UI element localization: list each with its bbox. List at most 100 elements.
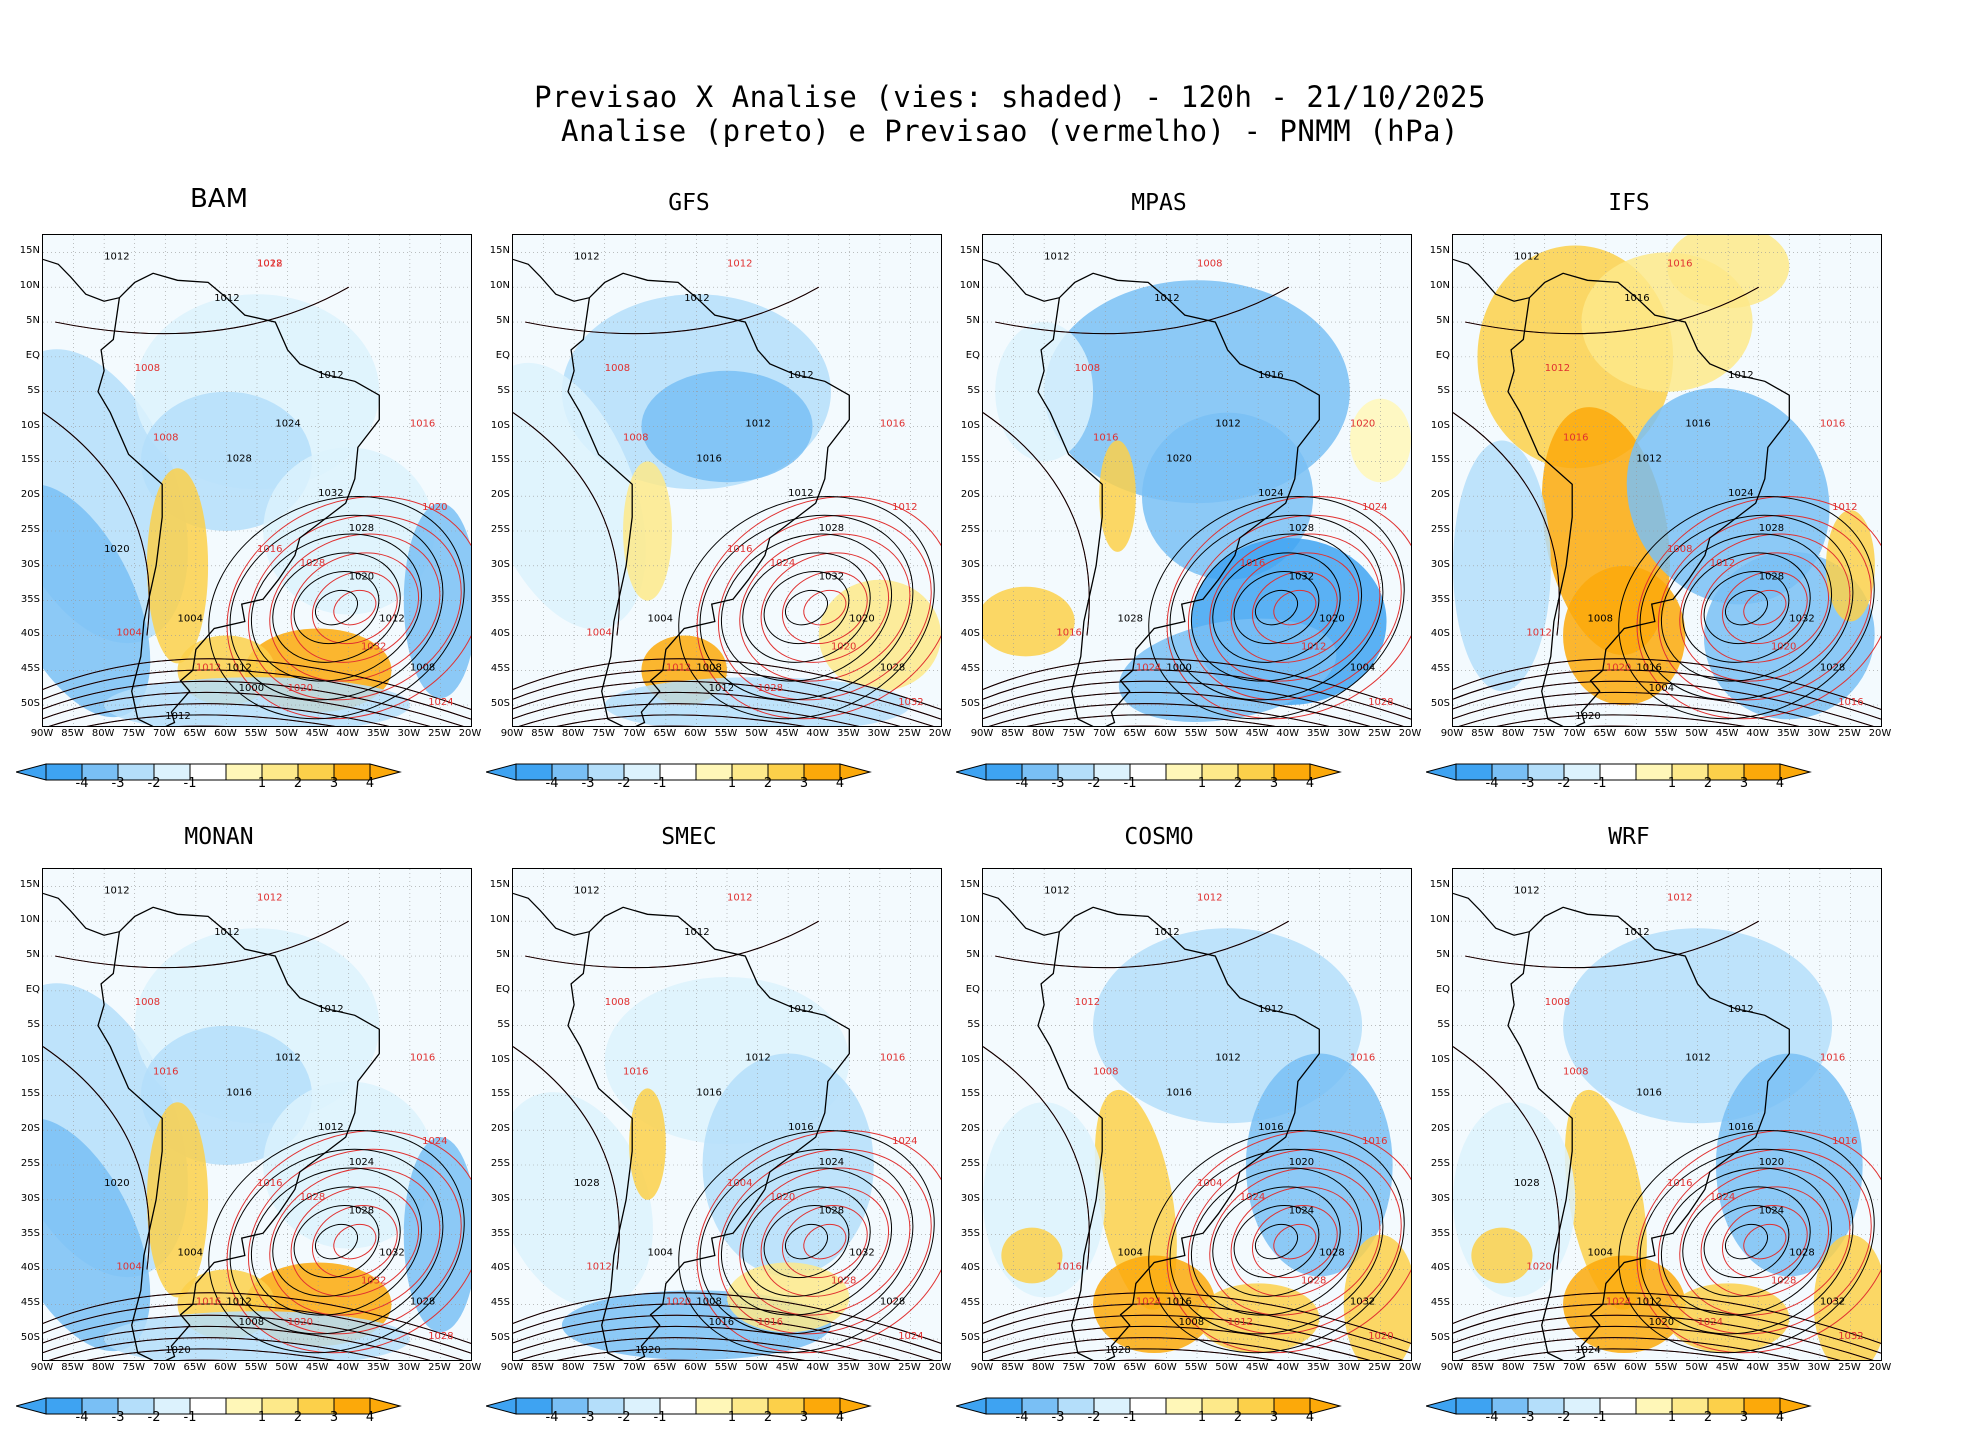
panel-title: GFS [668,190,710,216]
analysis-isobar-label: 1016 [1685,419,1710,430]
forecast-isobar-label: 1020 [1526,1261,1551,1272]
lon-label: 65W [653,1362,677,1373]
colorbar-tick-label: -3 [111,776,125,791]
analysis-isobar-label: 1028 [1289,523,1314,534]
forecast-isobar-label: 1012 [1667,892,1692,903]
forecast-isobar-label: 1016 [257,1178,282,1189]
analysis-isobar-label: 1012 [1728,1004,1753,1015]
coastline [567,906,850,1360]
forecast-isobar-label: 1008 [135,363,160,374]
map-frame: 1012 1016 1012 1016 1012 1024 1028 1028 1032 1028… [1452,234,1882,727]
colorbar-tick-label: 3 [1269,776,1279,791]
lon-label: 20W [1868,728,1892,739]
lon-label: 70W [1562,728,1586,739]
analysis-isobar-label: 1024 [819,1157,844,1168]
lon-label: 35W [836,728,860,739]
lon-label: 55W [1184,728,1208,739]
bias-shading [702,1053,874,1277]
lon-label: 45W [1715,1362,1739,1373]
colorbar-tick-label: 1 [1197,1410,1207,1425]
forecast-isobar-label: 1028 [1771,1275,1796,1286]
lon-label: 90W [1440,1362,1464,1373]
colorbar-tick-label: -4 [1485,776,1499,791]
lat-label: 5N [496,315,510,327]
analysis-isobar-label: 1020 [1289,1157,1314,1168]
coastline [1507,906,1790,1360]
lon-label: 60W [684,728,707,739]
analysis-isobar-label: 1024 [275,419,300,430]
lat-label: 45S [960,663,980,675]
lon-label: 20W [458,1362,482,1373]
lon-label: 30W [397,728,421,739]
lat-label: 15N [959,245,980,257]
lon-label: 40W [1276,728,1300,739]
colorbar-tick-label: -4 [545,776,559,791]
analysis-isobar-label: 1028 [819,1206,844,1217]
lat-label: 50S [960,698,980,710]
lat-label: 15S [1430,454,1450,466]
analysis-isobar-label: 1012 [104,885,129,896]
lon-label: 45W [775,1362,799,1373]
colorbar-tick-label: -1 [653,776,667,791]
colorbar-tick-label: -1 [183,1410,197,1425]
analysis-isobar-label: 1012 [1636,453,1661,464]
forecast-isobar-label: 1016 [1093,432,1118,443]
analysis-isobar-label: 1032 [379,1248,404,1259]
forecast-isobar-label: 1004 [116,1261,141,1272]
lat-label: 40S [960,628,980,640]
colorbar-tick-label: -3 [111,1410,125,1425]
lon-label: 45W [1715,728,1739,739]
forecast-isobar-label: 1028 [1368,697,1393,708]
lat-label: 25S [1430,523,1450,535]
colorbar-tick-label: 3 [799,776,809,791]
panel-title: MONAN [184,824,254,850]
forecast-isobar-label: 1028 [300,558,325,569]
forecast-isobar-label: 1008 [153,432,178,443]
lat-label: 50S [490,1332,510,1344]
lon-label: 85W [1471,728,1494,739]
lon-label: 40W [1746,1362,1770,1373]
lon-label: 60W [1154,728,1177,739]
lon-label: 80W [561,728,585,739]
lat-label: 5N [26,949,40,961]
map-canvas: 1012 1012 1012 1012 1016 1016 1020 1024 1028 1032… [983,869,1411,1360]
map-frame: 1012 1012 1012 1012 1016 1016 1020 1024 1028 1032… [982,868,1412,1361]
lat-label: 50S [20,1332,40,1344]
analysis-isobar-label: 1012 [226,1296,251,1307]
bias-shading [1626,387,1830,605]
bias-shading [43,484,151,718]
lat-label: 5S [1437,1018,1450,1030]
lat-label: 40S [1430,1262,1450,1274]
lon-label: 35W [1776,1362,1800,1373]
lat-label: 20S [20,489,40,501]
lat-label: 25S [490,1157,510,1169]
colorbar-tick-label: 2 [1233,776,1243,791]
analysis-isobar-label: 1004 [648,614,673,625]
forecast-isobar-label: 1024 [1362,502,1387,513]
lon-label: 35W [1776,728,1800,739]
colorbar [956,763,1342,781]
analysis-isobar-label: 1012 [318,1122,343,1133]
lon-label: 25W [428,1362,451,1373]
map-frame: 1012 1012 1012 1024 1028 1032 1028 1020 1012 1008… [42,234,472,727]
colorbar-tick-label: 4 [835,1410,845,1425]
lat-label: 10S [490,1053,510,1065]
lat-label: 20S [1430,1123,1450,1135]
lon-label: 45W [1245,728,1269,739]
forecast-isobar-label: 1012 [1197,892,1222,903]
analysis-isobar-label: 1016 [709,1317,734,1328]
analysis-isobar-label: 1032 [819,572,844,583]
colorbar-tick-label: -2 [617,776,631,791]
forecast-isobar-label: 1028 [758,683,783,694]
analysis-isobar-label: 1012 [1514,885,1539,896]
lon-label: 20W [928,728,952,739]
lon-label: 90W [30,1362,54,1373]
forecast-isobar-label: 1020 [1368,1331,1393,1342]
lat-label: 5N [1436,949,1450,961]
analysis-isobar-label: 1028 [1820,662,1845,673]
forecast-isobar-label: 1024 [1136,1296,1161,1307]
forecast-isobar-label: 1024 [1710,1192,1735,1203]
lon-label: 55W [1184,1362,1208,1373]
lat-label: 10N [959,914,980,926]
colorbar [1426,1397,1812,1415]
